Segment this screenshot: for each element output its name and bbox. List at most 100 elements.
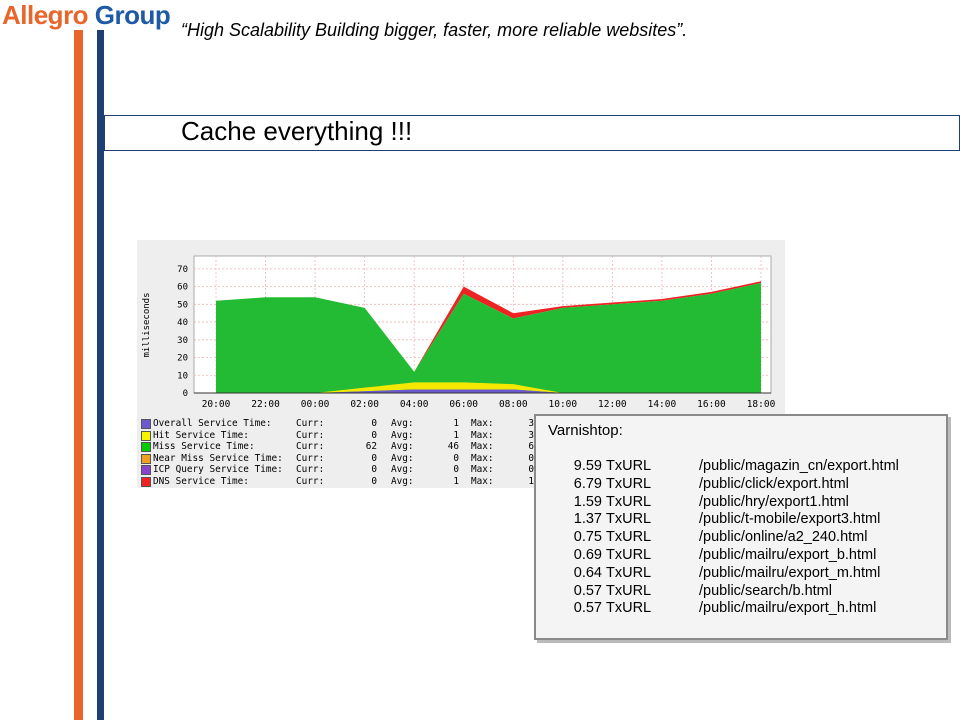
legend-swatch (141, 476, 151, 487)
legend-avg-value: 1 (453, 429, 459, 441)
varnishtop-row: 0.69 TxURL/public/mailru/export_b.html (556, 547, 877, 565)
tag-name: TxURL (606, 493, 652, 510)
legend-curr-value: 0 (371, 429, 377, 441)
url-path: /public/search/b.html (699, 582, 832, 599)
legend-curr-label: Curr: (296, 475, 325, 487)
legend-avg-value: 1 (453, 418, 459, 429)
y-axis-label: milliseconds (142, 292, 152, 357)
legend-curr-value: 0 (371, 475, 377, 487)
slide-quote: “High Scalability Building bigger, faste… (181, 20, 688, 40)
request-rate: 9.59 (573, 458, 602, 474)
legend-swatch (141, 453, 151, 464)
decorative-orange-bar (74, 30, 83, 720)
legend-curr-label: Curr: (296, 429, 325, 441)
legend-series-name: ICP Query Service Time: (153, 464, 283, 475)
legend-series-name: Overall Service Time: (153, 418, 272, 429)
legend-avg-label: Avg: (391, 464, 414, 475)
service-time-chart: 70 60 50 40 30 20 10 0 20:00 22:00 00:00 02:00 04:00… (137, 240, 785, 488)
legend-avg-value: 0 (453, 452, 459, 464)
x-tick-label: 06:00 (449, 399, 478, 410)
y-tick-label: 0 (183, 389, 188, 399)
x-tick-label: 20:00 (202, 399, 231, 410)
tag-name: TxURL (606, 475, 652, 492)
title-frame (104, 115, 960, 151)
x-tick-label: 00:00 (301, 399, 330, 410)
x-tick-label: 08:00 (499, 399, 528, 410)
varnishtop-row: 0.57 TxURL/public/mailru/export_h.html (556, 600, 877, 618)
legend-avg-label: Avg: (391, 441, 414, 452)
legend-curr-value: 62 (365, 441, 377, 452)
legend-curr-label: Curr: (296, 452, 325, 464)
legend-max-value: 3 (528, 418, 534, 429)
x-tick-label: 10:00 (549, 399, 578, 410)
legend-avg-label: Avg: (391, 429, 414, 441)
chart-plot: 70 60 50 40 30 20 10 0 20:00 22:00 00:00 02:00 04:00… (142, 255, 776, 410)
decorative-blue-bar (97, 30, 104, 720)
legend-avg-label: Avg: (391, 475, 414, 487)
x-tick-label: 04:00 (400, 399, 429, 410)
x-tick-label: 22:00 (251, 399, 280, 410)
legend-swatch (141, 430, 151, 441)
legend-max-label: Max: (471, 475, 494, 487)
legend-max-value: 3 (528, 429, 534, 441)
legend-curr-label: Curr: (296, 441, 325, 452)
legend-series-name: DNS Service Time: (153, 475, 249, 487)
legend-curr-label: Curr: (296, 418, 325, 429)
varnishtop-row: 0.64 TxURL/public/mailru/export_m.html (556, 564, 881, 583)
legend-series-name: Near Miss Service Time: (153, 452, 283, 464)
legend-series-name: Hit Service Time: (153, 429, 249, 441)
url-path: /public/t-mobile/export3.html (699, 511, 881, 528)
legend-series-name: Miss Service Time: (153, 441, 255, 452)
y-tick-label: 10 (177, 371, 188, 381)
slide-title: Cache everything !!! (181, 116, 413, 146)
request-rate: 1.59 (573, 493, 602, 510)
legend-max-label: Max: (471, 452, 494, 464)
varnishtop-label: Varnishtop: (548, 422, 623, 439)
varnishtop-row: 0.57 TxURL/public/search/b.html (556, 582, 832, 601)
request-rate: 0.75 (573, 529, 602, 546)
legend-max-label: Max: (471, 418, 494, 429)
logo-part-allegro: Allegro (2, 0, 89, 30)
legend-curr-value: 0 (371, 464, 377, 475)
legend-curr-label: Curr: (296, 464, 325, 475)
url-path: /public/click/export.html (699, 475, 849, 492)
allegro-group-logo: Allegro Group (2, 0, 171, 31)
request-rate: 0.69 (573, 547, 602, 563)
x-tick-label: 02:00 (350, 399, 379, 410)
y-tick-label: 20 (177, 354, 188, 364)
legend-swatch (141, 442, 151, 452)
logo-part-group: Group (88, 0, 171, 30)
url-path: /public/mailru/export_b.html (699, 547, 877, 563)
varnishtop-row: 6.79 TxURL/public/click/export.html (556, 475, 849, 494)
x-tick-label: 14:00 (648, 399, 677, 410)
legend-avg-value: 46 (447, 441, 459, 452)
legend-curr-value: 0 (371, 418, 377, 429)
legend-max-value: 0 (528, 464, 534, 475)
request-rate: 1.37 (573, 511, 602, 528)
tag-name: TxURL (606, 600, 652, 617)
y-tick-label: 70 (177, 265, 188, 275)
tag-name: TxURL (606, 529, 652, 546)
hit-service-area (216, 382, 761, 393)
legend-avg-label: Avg: (391, 418, 414, 429)
varnishtop-panel: Varnishtop: 9.59 TxURL/public/magazin_cn/… (534, 414, 948, 640)
varnishtop-row: 9.59 TxURL/public/magazin_cn/export.html (556, 458, 899, 476)
miss-service-area (216, 283, 761, 393)
request-rate: 6.79 (573, 475, 602, 492)
tag-name: TxURL (606, 564, 652, 581)
request-rate: 0.64 (573, 564, 602, 581)
legend-avg-value: 1 (453, 475, 459, 487)
legend-max-label: Max: (471, 441, 494, 452)
overall-service-area (216, 389, 761, 393)
x-tick-label: 18:00 (747, 399, 776, 410)
varnishtop-row: 1.37 TxURL/public/t-mobile/export3.html (556, 511, 881, 529)
tag-name: TxURL (606, 582, 652, 599)
y-tick-label: 40 (177, 318, 188, 328)
legend-max-label: Max: (471, 464, 494, 475)
legend-swatch (141, 419, 151, 429)
legend-avg-value: 0 (453, 464, 459, 475)
legend-max-value: 1 (528, 475, 534, 487)
y-tick-label: 60 (177, 283, 188, 293)
legend-curr-value: 0 (371, 452, 377, 464)
request-rate: 0.57 (573, 582, 602, 599)
